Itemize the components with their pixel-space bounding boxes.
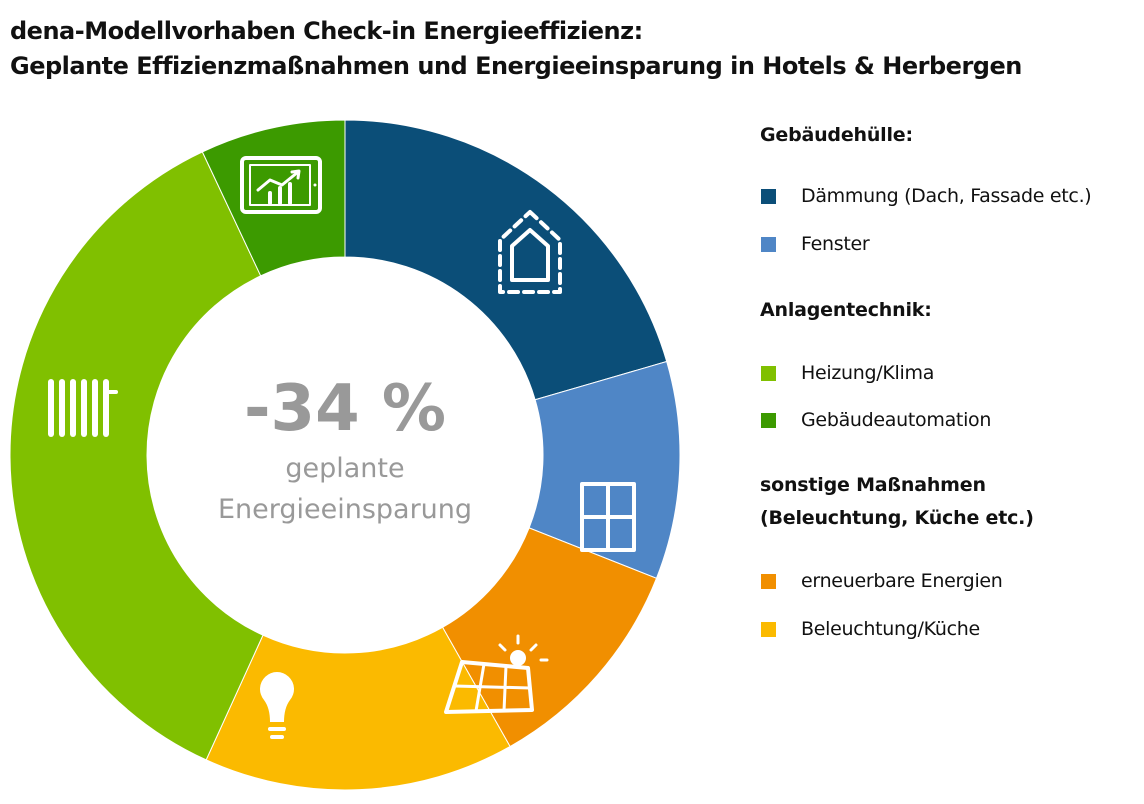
legend-swatch xyxy=(761,237,776,252)
center-label-line2: Energieeinsparung xyxy=(218,494,472,525)
light-bulb-icon xyxy=(260,672,294,739)
legend-label: Gebäudeautomation xyxy=(801,409,992,431)
center-label-line1: geplante xyxy=(285,453,404,484)
donut-slice-1 xyxy=(344,119,668,401)
radiator-icon xyxy=(48,379,118,437)
donut-chart: -34 % geplante Energieeinsparung xyxy=(9,119,681,791)
legend-label: Beleuchtung/Küche xyxy=(801,618,980,640)
house-outline-icon xyxy=(498,210,562,294)
chart-title: dena-Modellvorhaben Check-in Energieeffi… xyxy=(10,14,1022,84)
legend-group-title-sonstige-line2: (Beleuchtung, Küche etc.) xyxy=(760,507,1034,529)
window-icon xyxy=(580,482,636,552)
legend-group-title-anlagentechnik: Anlagentechnik: xyxy=(760,299,932,321)
legend-swatch xyxy=(761,622,776,637)
center-value: -34 % xyxy=(244,372,446,446)
legend-label: Heizung/Klima xyxy=(801,362,935,384)
legend-swatch xyxy=(761,189,776,204)
legend-label: Fenster xyxy=(801,233,870,255)
legend-swatch xyxy=(761,574,776,589)
donut-slice-4 xyxy=(205,626,511,791)
legend-group-title-gebaeudehuelle: Gebäudehülle: xyxy=(760,124,913,146)
donut-slice-5 xyxy=(9,151,264,761)
legend-swatch xyxy=(761,366,776,381)
chart-title-line1: dena-Modellvorhaben Check-in Energieeffi… xyxy=(10,17,643,45)
solar-panel-icon xyxy=(444,634,549,714)
legend-label: erneuerbare Energien xyxy=(801,570,1003,592)
legend-label: Dämmung (Dach, Fassade etc.) xyxy=(801,185,1092,207)
tablet-chart-icon xyxy=(240,156,322,214)
legend-group-title-sonstige-line1: sonstige Maßnahmen xyxy=(760,474,986,496)
legend-swatch xyxy=(761,413,776,428)
chart-title-line2: Geplante Effizienzmaßnahmen und Energiee… xyxy=(10,52,1022,80)
